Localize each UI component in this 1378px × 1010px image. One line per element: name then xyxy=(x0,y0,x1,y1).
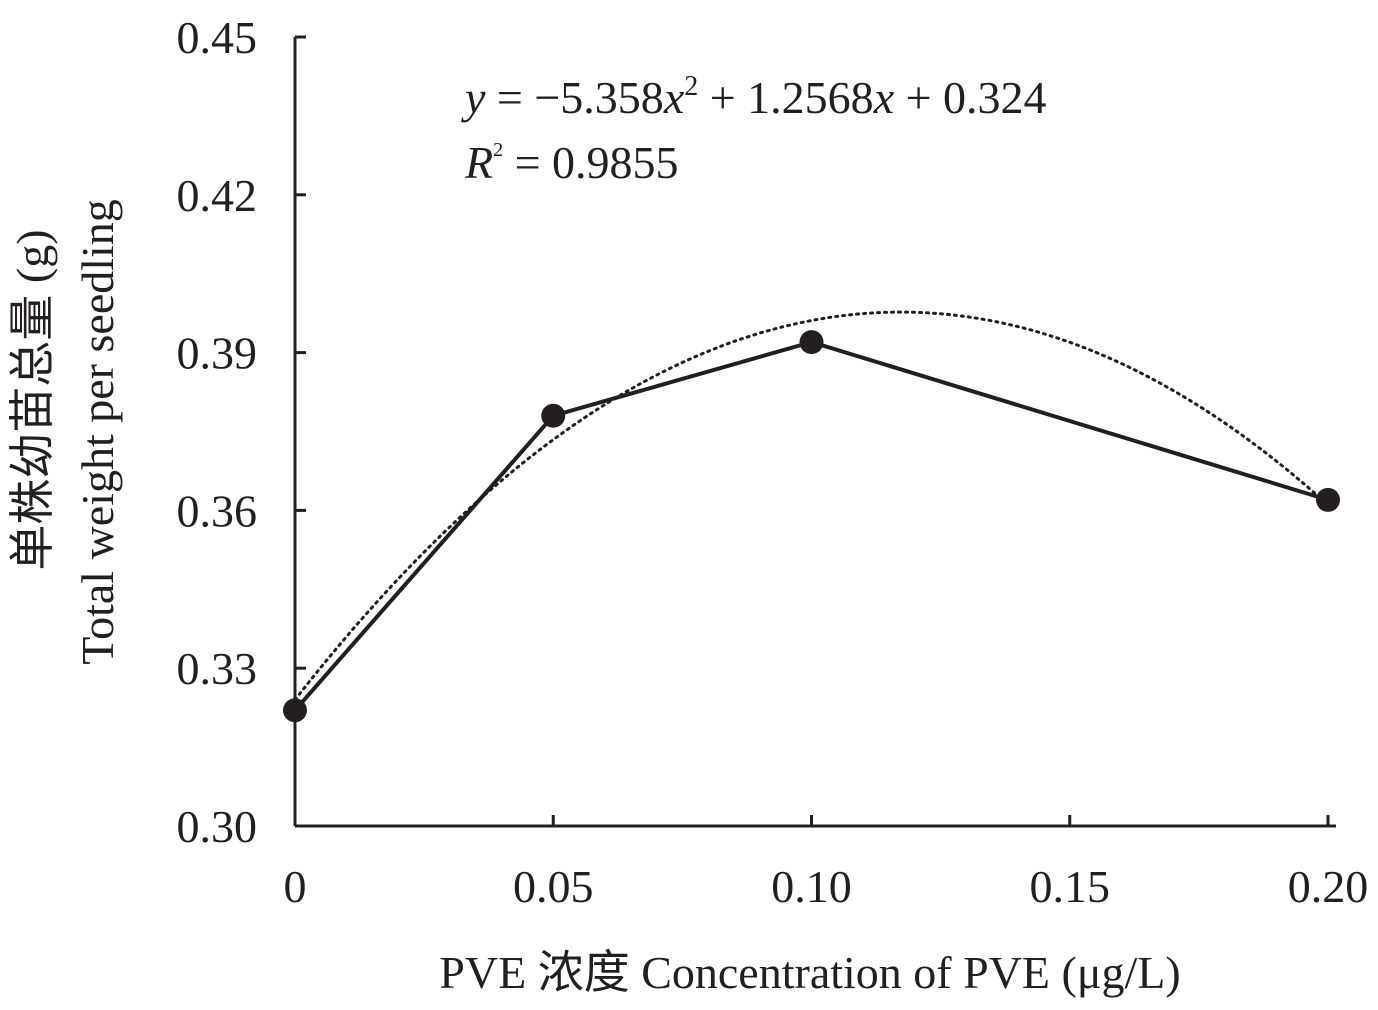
x-ticks: 0 0.05 0.10 0.15 0.20 xyxy=(284,815,1369,912)
x-tick-label: 0.05 xyxy=(513,861,594,912)
data-point xyxy=(541,403,566,428)
series-markers xyxy=(283,330,1340,723)
y-ticks: 0.30 0.33 0.36 0.39 0.42 0.45 xyxy=(177,12,306,852)
series-line xyxy=(293,339,1329,712)
y-tick-label: 0.36 xyxy=(177,485,258,536)
x-tick-label: 0.15 xyxy=(1030,861,1111,912)
r-squared: R2 = 0.9855 xyxy=(464,137,679,188)
y-axis-title-en: Total weight per seedling xyxy=(72,199,123,665)
x-axis-title: PVE 浓度 Concentration of PVE (μg/L) xyxy=(439,947,1180,998)
y-tick-label: 0.39 xyxy=(177,328,258,379)
data-point xyxy=(283,698,307,723)
data-point xyxy=(1316,487,1340,512)
x-tick-label: 0 xyxy=(284,861,307,912)
y-tick-label: 0.33 xyxy=(177,643,258,694)
y-tick-label: 0.30 xyxy=(177,801,258,852)
x-tick-label: 0.10 xyxy=(771,861,852,912)
trendline-equation: y = −5.358x2 + 1.2568x + 0.324 xyxy=(461,71,1047,123)
y-tick-label: 0.45 xyxy=(177,12,258,63)
trendline xyxy=(293,310,1330,702)
x-tick-label: 0.20 xyxy=(1288,861,1369,912)
data-point xyxy=(799,330,824,355)
y-axis-title-cn: 单株幼苗总量 (g) xyxy=(7,229,58,570)
y-tick-label: 0.42 xyxy=(177,170,258,221)
